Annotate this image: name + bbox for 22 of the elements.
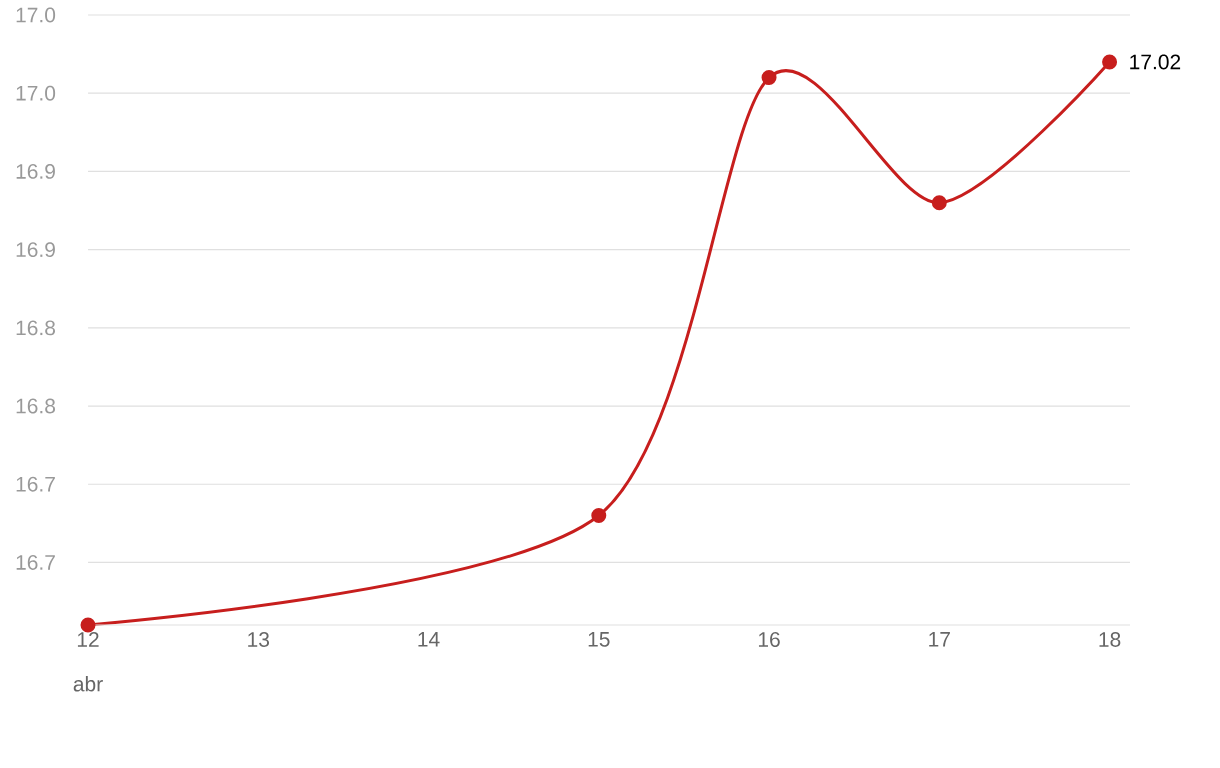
y-tick-label: 16.9 <box>16 242 55 258</box>
y-tick-label: 16.8 <box>16 398 56 414</box>
y-tick-label: 17.0 <box>16 7 56 23</box>
x-tick-label: 16 <box>758 632 780 647</box>
y-tick-label: 16.7 <box>16 476 55 492</box>
y-tick-label: 16.7 <box>16 555 55 570</box>
x-tick-label: 18 <box>1099 632 1121 647</box>
x-tick-label: 12 <box>77 632 99 647</box>
data-label: 17.02 <box>1130 54 1181 70</box>
x-tick-label: 15 <box>588 632 610 647</box>
point <box>931 195 947 211</box>
x-tick-label: 17 <box>929 632 950 647</box>
x-tick-label: 13 <box>248 632 270 647</box>
y-tick-label: 16.8 <box>16 320 56 336</box>
point <box>761 70 777 86</box>
point <box>591 508 607 524</box>
point <box>1102 54 1118 70</box>
text: abr <box>73 676 103 692</box>
x-tick-label: 14 <box>418 632 440 647</box>
y-tick-label: 17.0 <box>16 85 56 101</box>
y-tick-label: 16.9 <box>16 164 55 179</box>
point <box>80 617 96 633</box>
